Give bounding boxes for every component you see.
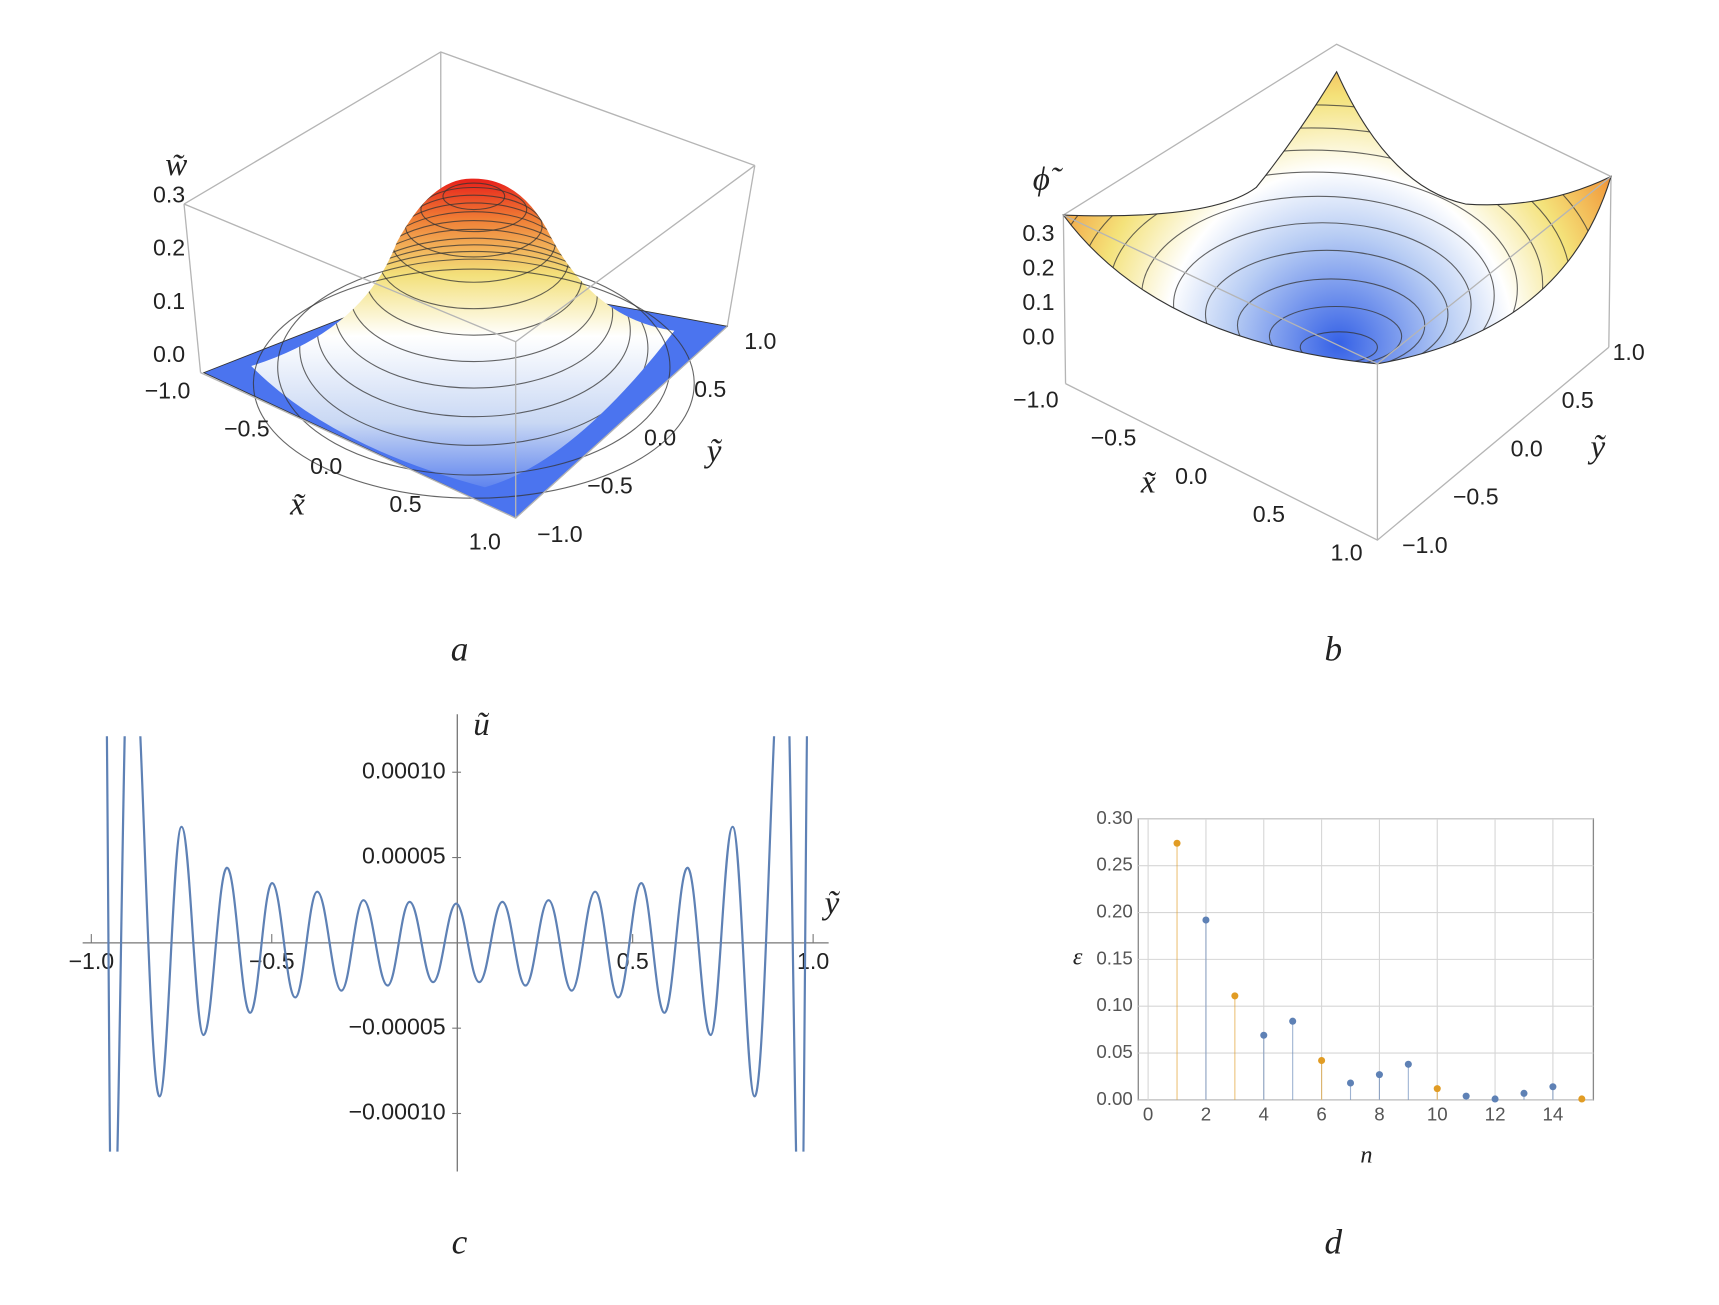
stem-point — [1346, 1079, 1355, 1087]
stem-point — [1404, 1060, 1412, 1068]
stem-point — [1491, 1095, 1499, 1103]
y-axis-label: ỹ — [1587, 429, 1606, 465]
axes-c — [82, 714, 829, 1172]
x-tick-label: 0.5 — [1253, 501, 1285, 527]
x-tick-label: 1.0 — [1330, 540, 1362, 566]
x-tick-label: −1.0 — [68, 948, 114, 974]
y-tick-label: 0.00005 — [362, 843, 446, 869]
panel-caption: c — [452, 1222, 468, 1261]
y-axis-label: ỹ — [704, 434, 723, 470]
x-tick-label: 1.0 — [797, 948, 829, 974]
x-tick-label: 0.5 — [389, 491, 421, 517]
y-tick-label: −1.0 — [537, 521, 583, 547]
y-tick-label: 0.25 — [1096, 854, 1132, 875]
y-tick-label: −0.5 — [587, 473, 633, 499]
z-axis-label: w̃ — [165, 147, 187, 183]
x-tick-label: 8 — [1374, 1103, 1384, 1124]
stem-point — [1231, 992, 1239, 1000]
stem-point — [1318, 1057, 1326, 1065]
y-axis-label: ε — [1073, 943, 1083, 970]
z-tick-label: 0.2 — [153, 235, 185, 261]
x-tick-label: 6 — [1316, 1103, 1326, 1124]
x-tick-label: 12 — [1485, 1103, 1506, 1124]
x-tick-label: 2 — [1201, 1103, 1211, 1124]
stem-point — [1375, 1071, 1383, 1079]
z-tick-label: 0.0 — [153, 341, 185, 367]
x-axis-label: ỹ — [822, 886, 841, 922]
x-tick-label: −0.5 — [224, 415, 270, 441]
stem-point — [1289, 1017, 1297, 1025]
stem-point — [1260, 1031, 1268, 1039]
z-tick-label: 0.1 — [153, 288, 185, 314]
x-axis-label: x̃ — [1140, 465, 1157, 501]
z-tick-label: 0.0 — [1022, 324, 1054, 350]
y-tick-label: 0.20 — [1096, 901, 1132, 922]
y-tick-label: −0.5 — [1453, 484, 1499, 510]
y-tick-label: 0.30 — [1096, 807, 1132, 828]
x-tick-label: −1.0 — [145, 378, 191, 404]
x-tick-label: 1.0 — [469, 529, 501, 555]
stem-point — [1202, 916, 1210, 924]
y-tick-label: 0.10 — [1096, 994, 1132, 1015]
stem-point — [1433, 1085, 1441, 1093]
y-tick-label: 1.0 — [1613, 339, 1645, 365]
line-series — [105, 736, 809, 1152]
stem-point — [1520, 1089, 1528, 1097]
plot-clip — [105, 736, 809, 1152]
y-tick-label: 0.5 — [1562, 387, 1594, 413]
z-tick-label: 0.2 — [1022, 255, 1054, 281]
z-tick-label: 0.1 — [1022, 289, 1054, 315]
y-tick-label: 0.00010 — [362, 757, 446, 783]
x-axis-label: x̃ — [289, 487, 306, 523]
x-axis-label: n — [1360, 1142, 1372, 1169]
x-tick-label: 0.5 — [617, 948, 649, 974]
x-tick-label: −1.0 — [1013, 386, 1059, 412]
y-tick-label: −0.00005 — [348, 1013, 445, 1039]
stem-point — [1173, 839, 1181, 847]
y-tick-label: −1.0 — [1402, 532, 1448, 558]
x-tick-label: 0 — [1143, 1103, 1153, 1124]
x-tick-label: 4 — [1259, 1103, 1269, 1124]
panel-caption: b — [1325, 630, 1343, 669]
z-axis-label: ϕ̃ — [1033, 162, 1064, 198]
z-tick-label: 0.3 — [1022, 220, 1054, 246]
stem-point — [1462, 1092, 1470, 1100]
x-tick-label: 14 — [1542, 1103, 1563, 1124]
x-tick-label: 0.0 — [1175, 463, 1207, 489]
surface-b — [1062, 43, 1612, 541]
y-axis-label: ũ — [473, 707, 490, 743]
y-tick-label: 0.05 — [1096, 1041, 1132, 1062]
y-tick-label: 0.0 — [644, 424, 676, 450]
y-tick-label: 0.00 — [1096, 1088, 1132, 1109]
y-tick-label: 1.0 — [744, 328, 776, 354]
panel-caption: a — [451, 630, 469, 669]
y-tick-label: −0.00010 — [348, 1099, 445, 1125]
x-tick-label: 0.0 — [310, 453, 342, 479]
y-tick-label: 0.15 — [1096, 947, 1132, 968]
z-tick-label: 0.3 — [153, 181, 185, 207]
panel-caption: d — [1325, 1222, 1343, 1261]
x-tick-label: 10 — [1427, 1103, 1448, 1124]
y-tick-label: 0.0 — [1511, 435, 1543, 461]
y-tick-label: 0.5 — [694, 376, 726, 402]
stem-point — [1578, 1095, 1586, 1103]
x-tick-label: −0.5 — [1091, 425, 1137, 451]
stem-point — [1549, 1083, 1557, 1091]
